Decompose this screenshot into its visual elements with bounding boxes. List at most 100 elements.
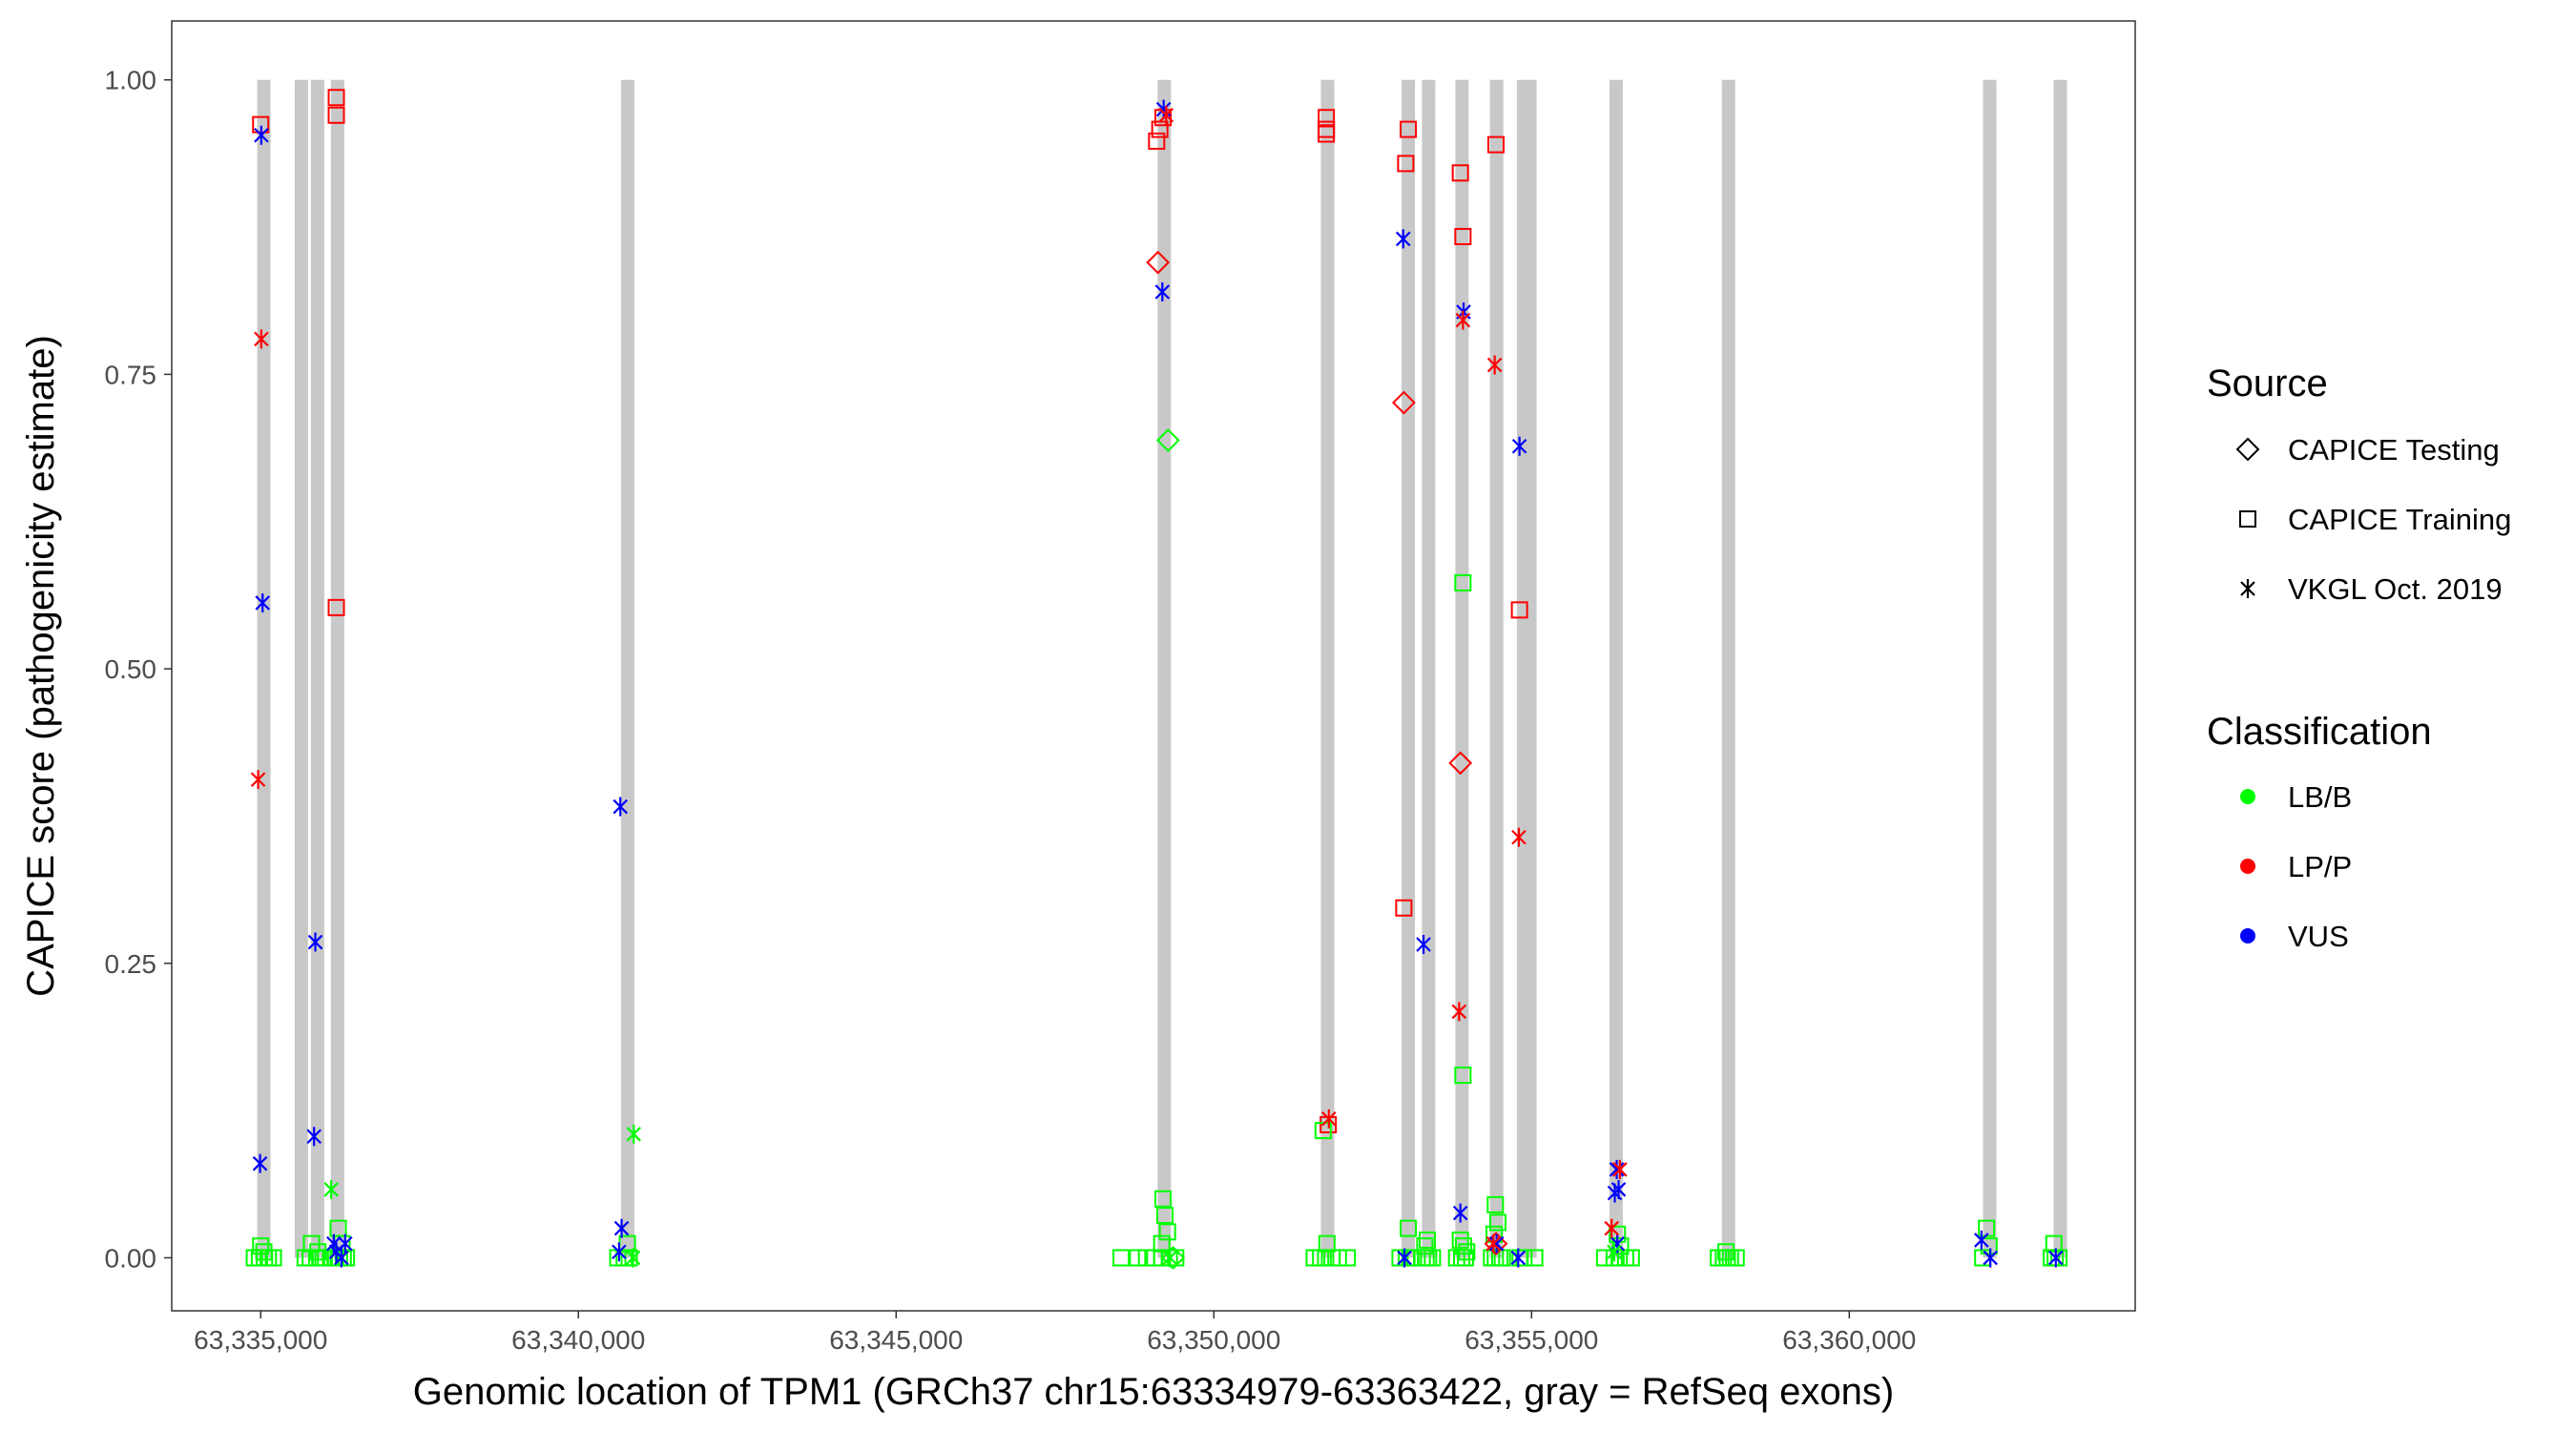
y-tick-label: 0.50 bbox=[105, 654, 157, 684]
data-point-diamond bbox=[1146, 250, 1171, 275]
data-point-square bbox=[1515, 1249, 1533, 1267]
data-point-square bbox=[1727, 1249, 1745, 1267]
data-point-square bbox=[1622, 1249, 1640, 1267]
x-tick-label: 63,335,000 bbox=[194, 1325, 327, 1355]
data-point-asterisk bbox=[1609, 1159, 1625, 1179]
exon-band bbox=[1157, 79, 1172, 1258]
x-tick-label: 63,345,000 bbox=[829, 1325, 963, 1355]
data-point-asterisk bbox=[1983, 1248, 1998, 1268]
axes: 63,335,000 63,340,000 63,345,000 63,350,000… bbox=[105, 66, 1917, 1355]
y-axis-title: CAPICE score (pathogenicity estimate) bbox=[20, 335, 62, 997]
y-tick-label: 1.00 bbox=[105, 66, 157, 95]
data-point-square bbox=[1318, 1234, 1336, 1253]
exon-band bbox=[1320, 79, 1335, 1258]
exon-band bbox=[1516, 79, 1537, 1258]
data-point-square bbox=[1611, 1237, 1630, 1255]
data-point-asterisk bbox=[1158, 105, 1174, 125]
legend-classification-label: LP/P bbox=[2288, 850, 2352, 883]
data-point-square bbox=[1451, 164, 1469, 182]
data-point-square bbox=[338, 1249, 356, 1267]
data-point-asterisk bbox=[1604, 1218, 1619, 1238]
x-tick-label: 63,350,000 bbox=[1147, 1325, 1280, 1355]
data-point-square bbox=[1451, 1231, 1469, 1249]
data-point-asterisk bbox=[1162, 1248, 1178, 1268]
data-point-square bbox=[1486, 135, 1505, 154]
x-tick-label: 63,355,000 bbox=[1465, 1325, 1598, 1355]
data-point-square bbox=[1717, 1243, 1735, 1261]
data-point-diamond bbox=[1391, 390, 1416, 415]
data-point-asterisk bbox=[1416, 935, 1431, 955]
plot-panel-border bbox=[171, 20, 2136, 1312]
data-point-square bbox=[1526, 1249, 1544, 1267]
data-point-asterisk bbox=[328, 1242, 344, 1262]
data-point-square bbox=[255, 1243, 273, 1261]
data-point-square bbox=[1318, 109, 1336, 127]
y-tick-label: 0.25 bbox=[105, 949, 157, 979]
data-point-square bbox=[1400, 120, 1418, 138]
legend-key-square bbox=[2239, 510, 2256, 528]
exon-band bbox=[1402, 79, 1416, 1258]
exon-band bbox=[2053, 79, 2067, 1258]
x-axis-title: Genomic location of TPM1 (GRCh37 chr15:6… bbox=[413, 1371, 1894, 1413]
data-point-square bbox=[1155, 1206, 1174, 1224]
exon-band bbox=[1609, 79, 1623, 1258]
legend-key-dot bbox=[2240, 789, 2255, 804]
data-point-asterisk bbox=[307, 932, 323, 952]
data-point-square bbox=[1314, 1122, 1332, 1140]
legend-key-diamond bbox=[2235, 437, 2260, 462]
x-tick-label: 63,360,000 bbox=[1782, 1325, 1916, 1355]
x-tick-label: 63,340,000 bbox=[511, 1325, 645, 1355]
data-point-asterisk bbox=[1485, 1234, 1502, 1254]
data-point-square bbox=[1458, 1243, 1476, 1261]
data-point-square bbox=[1395, 899, 1413, 917]
data-point-square bbox=[327, 598, 345, 616]
data-point-square bbox=[2050, 1249, 2068, 1267]
legend-source-items: CAPICE Testing CAPICE Training VKGL Oct. 2… bbox=[2235, 433, 2511, 606]
data-point-asterisk bbox=[1511, 827, 1527, 847]
data-point-square bbox=[1112, 1249, 1131, 1267]
data-point-asterisk bbox=[1974, 1230, 1989, 1250]
data-point-asterisk bbox=[1397, 1248, 1412, 1268]
data-point-asterisk bbox=[1510, 1248, 1527, 1268]
data-point-square bbox=[1397, 155, 1415, 173]
data-point-asterisk bbox=[306, 1127, 322, 1147]
legend-key-asterisk bbox=[2240, 579, 2255, 598]
exon-band bbox=[1489, 79, 1504, 1258]
data-point-asterisk bbox=[252, 1153, 268, 1173]
data-point-square bbox=[1329, 1249, 1347, 1267]
data-point-square bbox=[264, 1249, 282, 1267]
data-point-asterisk bbox=[1511, 436, 1527, 456]
data-point-diamond bbox=[1448, 751, 1473, 776]
data-point-square bbox=[620, 1249, 638, 1267]
data-point-square bbox=[309, 1243, 327, 1261]
exon-band bbox=[310, 79, 324, 1258]
data-point-asterisk bbox=[1612, 1159, 1628, 1179]
data-point-square bbox=[1457, 1249, 1475, 1267]
data-point-square bbox=[1339, 1249, 1357, 1267]
legend-key-dot bbox=[2240, 859, 2255, 874]
data-point-square bbox=[327, 106, 345, 124]
data-point-asterisk bbox=[1607, 1183, 1623, 1203]
data-point-asterisk bbox=[626, 1124, 641, 1144]
data-point-square bbox=[1455, 1237, 1473, 1255]
data-point-square bbox=[327, 89, 345, 107]
data-point-square bbox=[1153, 1190, 1172, 1208]
y-tick-label: 0.75 bbox=[105, 360, 157, 389]
data-point-square bbox=[1153, 1234, 1171, 1253]
data-point-asterisk bbox=[1395, 229, 1411, 249]
legend-classification-title: Classification bbox=[2207, 711, 2432, 753]
data-point-asterisk bbox=[250, 770, 266, 790]
data-point-square bbox=[2045, 1234, 2063, 1253]
data-point-square bbox=[1305, 1249, 1323, 1267]
data-point-diamond bbox=[1155, 428, 1180, 452]
data-point-asterisk bbox=[254, 329, 269, 349]
data-point-asterisk bbox=[1455, 310, 1471, 330]
legend-source-title: Source bbox=[2207, 363, 2328, 404]
legend-classification-items: LB/B LP/P VUS bbox=[2240, 780, 2352, 953]
data-point-asterisk bbox=[1452, 1203, 1468, 1223]
data-point-asterisk bbox=[254, 125, 269, 145]
legend-source-label: VKGL Oct. 2019 bbox=[2288, 572, 2503, 606]
data-point-square bbox=[252, 1237, 270, 1255]
data-point-asterisk bbox=[1488, 1234, 1505, 1254]
